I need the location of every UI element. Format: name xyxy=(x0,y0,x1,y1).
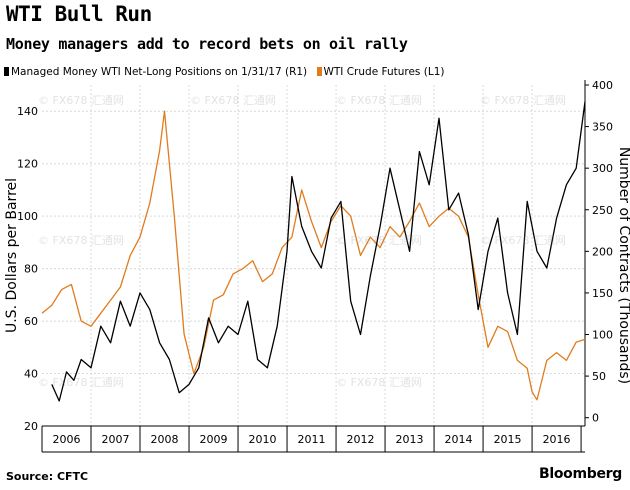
watermark: © FX678 汇通网 xyxy=(480,234,566,247)
y-right-tick-label: 150 xyxy=(592,287,613,300)
x-tick-label: 2008 xyxy=(151,433,179,446)
chart-subtitle: Money managers add to record bets on oil… xyxy=(6,35,408,53)
watermark: © FX678 汇通网 xyxy=(480,94,566,107)
x-tick-label: 2007 xyxy=(102,433,130,446)
watermark: © FX678 汇通网 xyxy=(38,376,124,389)
y-left-tick-label: 140 xyxy=(17,105,38,118)
x-tick-label: 2011 xyxy=(298,433,326,446)
legend: Managed Money WTI Net-Long Positions on … xyxy=(4,66,450,78)
watermark: © FX678 汇通网 xyxy=(38,94,124,107)
x-tick-label: 2014 xyxy=(445,433,473,446)
y-right-tick-label: 100 xyxy=(592,329,613,342)
x-tick-label: 2009 xyxy=(200,433,228,446)
x-tick-label: 2012 xyxy=(347,433,375,446)
legend-label-wti-futures: WTI Crude Futures (L1) xyxy=(323,66,445,78)
y-right-tick-label: 250 xyxy=(592,204,613,217)
watermark: © FX678 汇通网 xyxy=(38,234,124,247)
watermark: © FX678 汇通网 xyxy=(190,94,276,107)
y-right-tick-label: 200 xyxy=(592,245,613,258)
y-right-tick-label: 300 xyxy=(592,162,613,175)
watermark: © FX678 汇通网 xyxy=(336,94,422,107)
x-tick-label: 2006 xyxy=(53,433,81,446)
y-left-tick-label: 40 xyxy=(24,368,38,381)
y-left-tick-label: 60 xyxy=(24,315,38,328)
y-right-tick-label: 0 xyxy=(592,412,599,425)
legend-item-net-long: Managed Money WTI Net-Long Positions on … xyxy=(4,66,311,78)
x-tick-label: 2015 xyxy=(494,433,522,446)
y-right-tick-label: 350 xyxy=(592,121,613,134)
legend-label-net-long: Managed Money WTI Net-Long Positions on … xyxy=(11,66,308,78)
brand-logo: Bloomberg xyxy=(538,466,622,482)
y-right-tick-label: 50 xyxy=(592,370,606,383)
legend-item-wti-futures: WTI Crude Futures (L1) xyxy=(316,66,445,78)
series-line-net-long xyxy=(51,101,586,402)
legend-swatch-wti-futures xyxy=(316,67,322,76)
x-tick-label: 2016 xyxy=(543,433,571,446)
series-line-wti-futures xyxy=(41,110,586,401)
y-left-tick-label: 100 xyxy=(17,210,38,223)
legend-swatch-net-long xyxy=(4,67,9,76)
watermark: © FX678 汇通网 xyxy=(336,376,422,389)
y-left-tick-label: 120 xyxy=(17,158,38,171)
watermark: © FX678 汇通网 xyxy=(336,234,422,247)
y-right-tick-label: 400 xyxy=(592,79,613,92)
chart-title: WTI Bull Run xyxy=(6,2,152,26)
y-right-axis-title: Number of Contracts (Thousands) xyxy=(616,147,630,384)
y-left-tick-label: 80 xyxy=(24,263,38,276)
y-left-axis-title: U.S. Dollars per Barrel xyxy=(4,178,20,333)
y-left-tick-label: 20 xyxy=(24,420,38,433)
x-tick-label: 2013 xyxy=(396,433,424,446)
x-tick-label: 2010 xyxy=(249,433,277,446)
source-note: Source: CFTC xyxy=(6,470,89,483)
